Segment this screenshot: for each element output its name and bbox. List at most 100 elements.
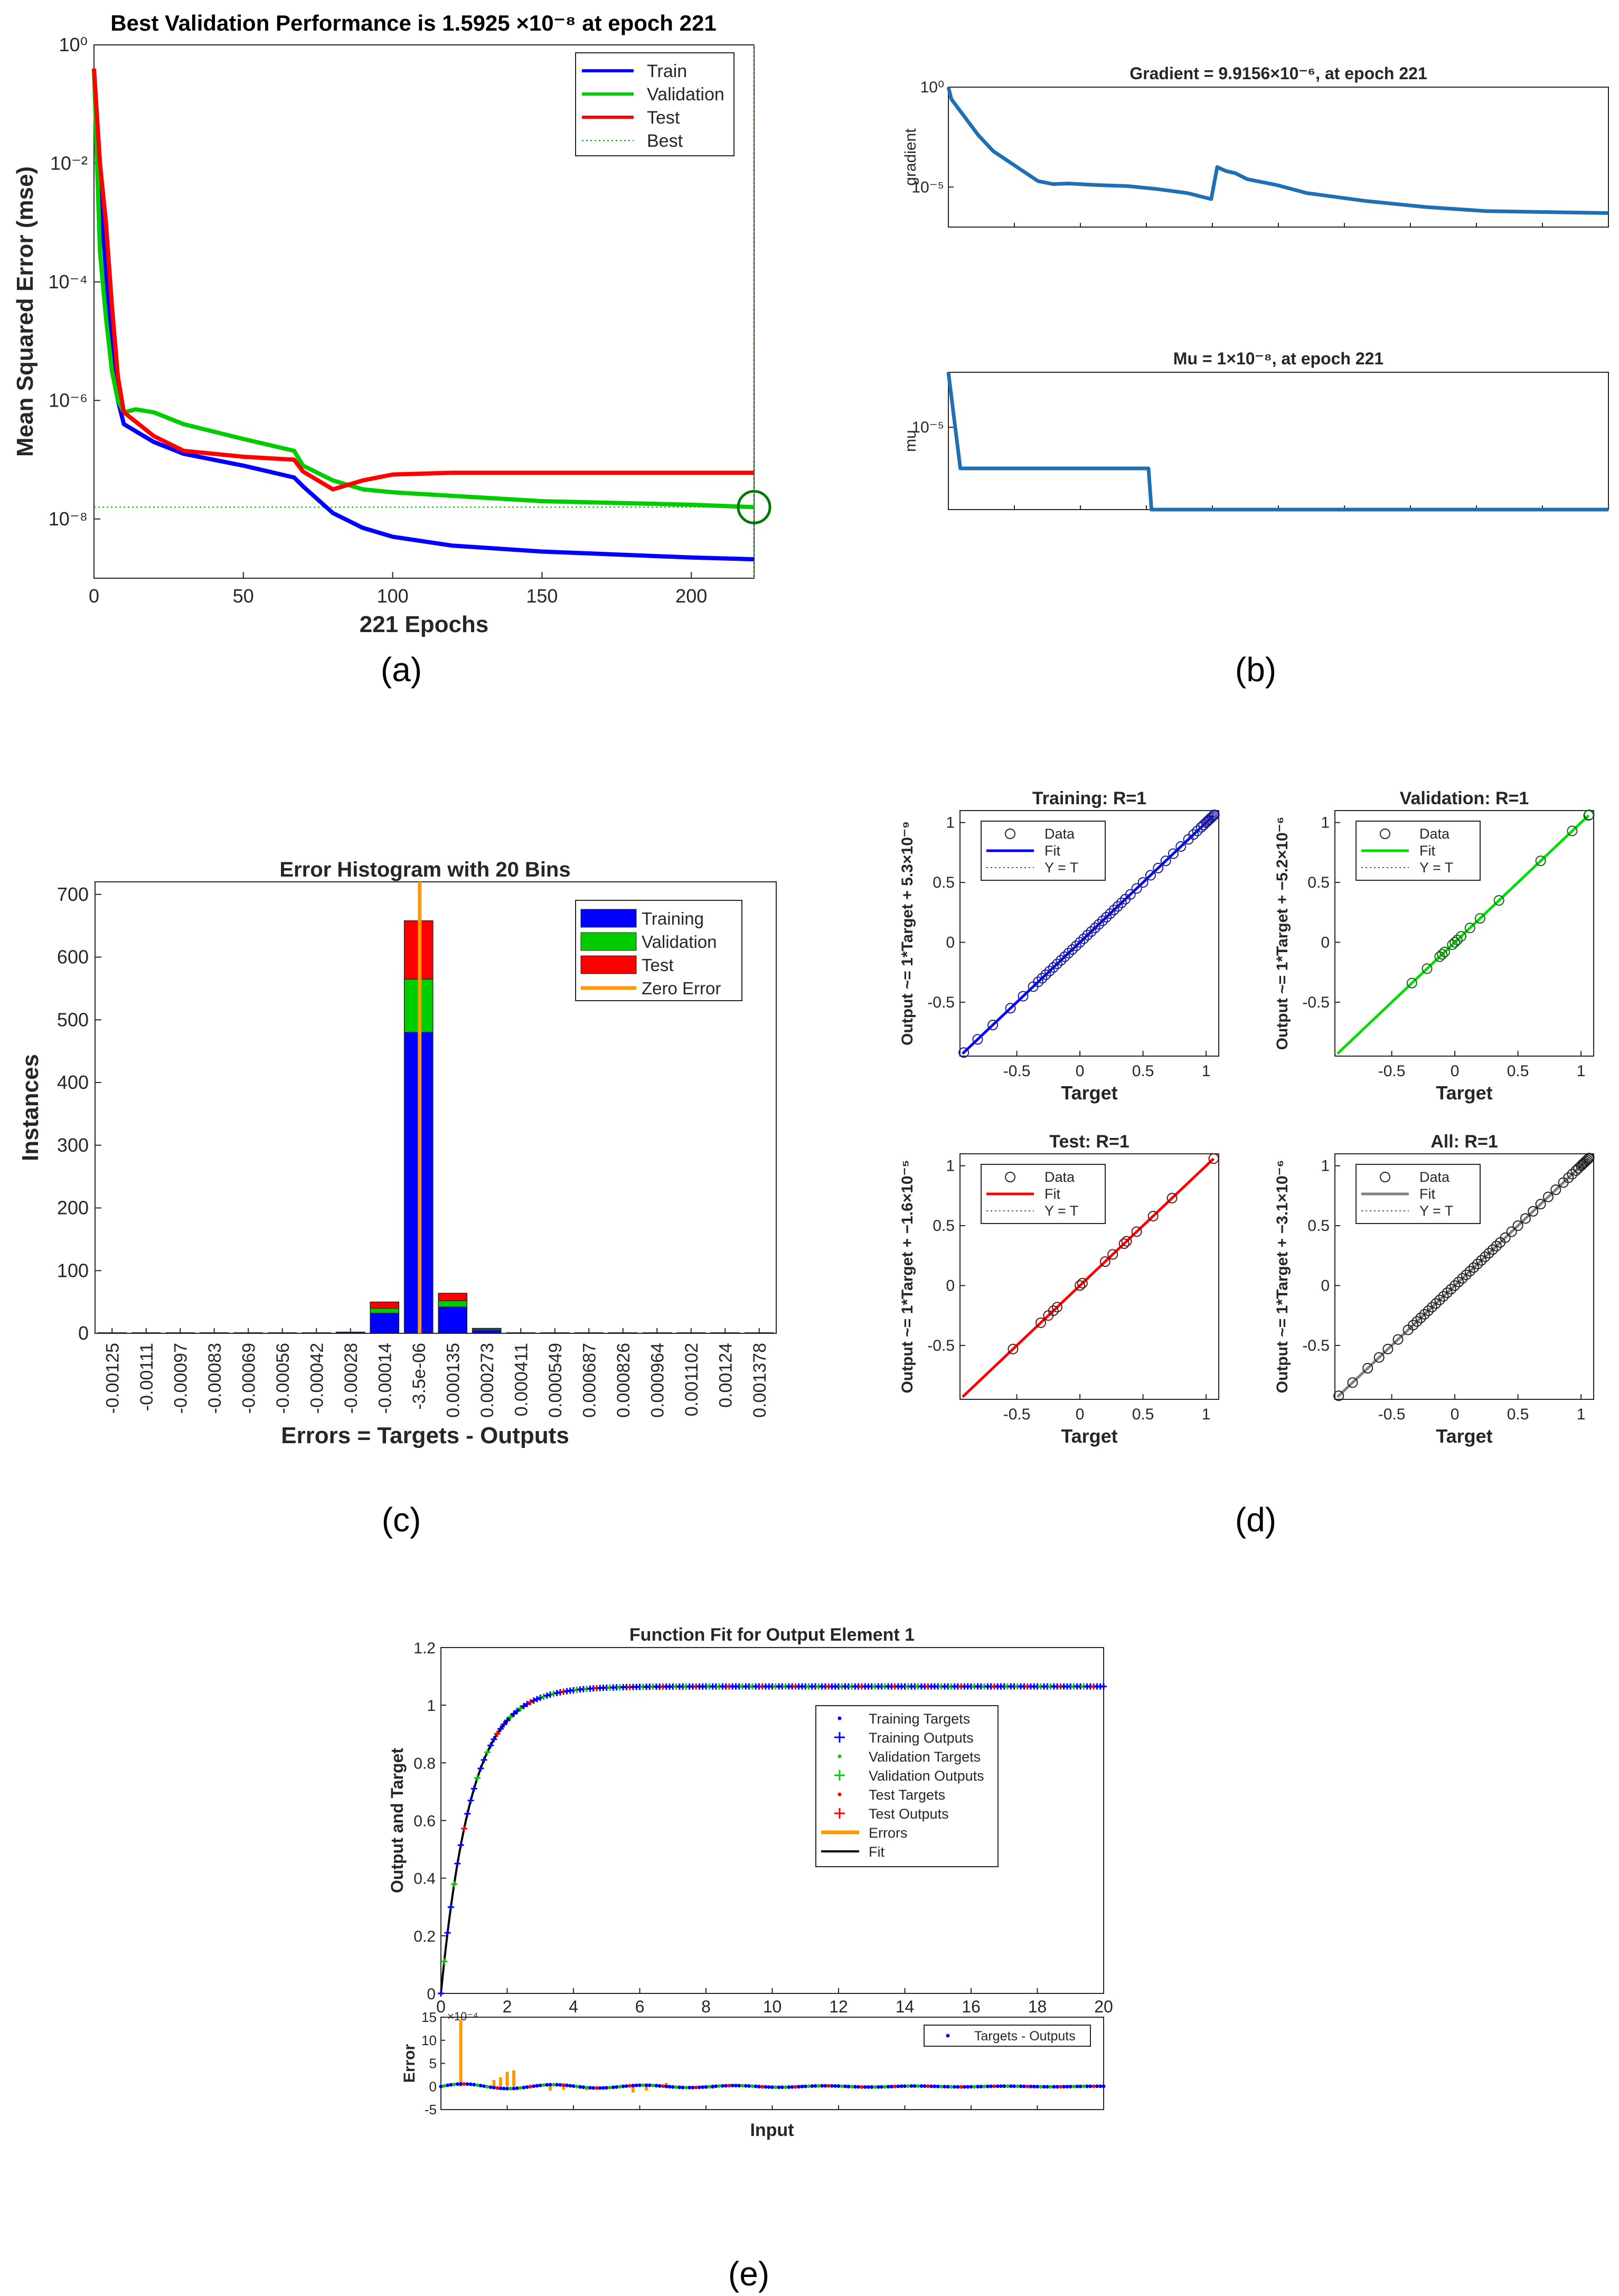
legend-swatch (837, 1754, 842, 1758)
chart-e-error-axes (440, 2017, 1104, 2110)
error-point (737, 2084, 741, 2088)
error-point (585, 2085, 589, 2090)
y-tick-label: 0.4 (413, 1870, 436, 1888)
chart-a-title: Best Validation Performance is 1.5925 ×1… (110, 11, 716, 35)
legend-swatch (946, 2034, 950, 2038)
data-point (1520, 1213, 1531, 1224)
x-tick-label: -0.00097 (171, 1343, 191, 1414)
error-point (601, 2086, 605, 2090)
x-tick-label: 12 (829, 1997, 848, 2016)
error-point (856, 2085, 861, 2089)
panel-ylabel: Output ~= 1*Target + −5.2×10⁻⁶ (1274, 817, 1291, 1050)
fit-line (962, 1158, 1215, 1398)
data-point (1192, 825, 1203, 836)
y-tick-label: 200 (57, 1197, 89, 1219)
y-tick-label: -0.5 (927, 1337, 955, 1354)
data-point (1067, 944, 1078, 955)
y-tick-label: 0.8 (413, 1755, 436, 1772)
error-point (638, 2083, 642, 2087)
data-point (1188, 829, 1199, 840)
data-point (1464, 923, 1475, 934)
data-point (1005, 1003, 1016, 1014)
bar-training (438, 1306, 468, 1334)
data-point (1093, 919, 1104, 930)
error-point (976, 2085, 980, 2089)
error-point (909, 2084, 914, 2088)
data-point (1175, 841, 1187, 852)
y-tick-label: 700 (57, 883, 89, 905)
data-point (1461, 1269, 1472, 1281)
error-point (468, 2082, 473, 2086)
y-tick-label: 5 (429, 2056, 437, 2072)
legend-swatch (837, 1716, 842, 1720)
error-point (555, 2083, 559, 2087)
y-tick-label: 10⁻⁵ (911, 419, 944, 436)
data-point (1437, 949, 1448, 960)
error-point (1068, 2084, 1072, 2088)
x-tick-label: 1 (1202, 1062, 1211, 1080)
error-point (1102, 2084, 1106, 2088)
error-point (995, 2084, 1000, 2088)
data-point (1108, 905, 1119, 916)
bar-training (472, 1330, 502, 1334)
error-point (800, 2084, 804, 2088)
error-point (449, 2083, 453, 2087)
y-tick-label: 0 (427, 1986, 436, 2003)
y-tick-label: 0 (78, 1322, 89, 1344)
y-tick-label: 300 (57, 1134, 89, 1156)
data-point (1125, 889, 1136, 900)
error-point (919, 2084, 924, 2088)
error-point (561, 2083, 566, 2087)
error-point (873, 2085, 877, 2089)
error-point (519, 2086, 523, 2090)
x-tick-label: 0.5 (1507, 1062, 1529, 1080)
error-point (1091, 2084, 1096, 2088)
error-point (677, 2085, 682, 2090)
chart-b1-axes (948, 87, 1609, 228)
data-point (1480, 1251, 1491, 1263)
data-point (1415, 1312, 1426, 1323)
error-point (472, 2083, 476, 2087)
x-tick-label: 200 (675, 585, 707, 607)
y-tick-label: 1 (1321, 1158, 1330, 1175)
series-mu (946, 372, 1608, 512)
error-point (820, 2084, 824, 2088)
error-point (1049, 2085, 1053, 2089)
legend-label: Data (1044, 826, 1075, 842)
legend-label: Data (1419, 826, 1450, 842)
data-point (1075, 1280, 1086, 1291)
data-point (1411, 1316, 1423, 1327)
error-point (452, 2082, 456, 2086)
data-point (1408, 1320, 1419, 1331)
x-tick-label: 18 (1028, 1997, 1047, 2016)
x-tick-label: 10 (763, 1997, 782, 2016)
data-point (1160, 855, 1171, 867)
error-point (664, 2084, 669, 2088)
error-point (674, 2085, 679, 2090)
error-point (946, 2085, 950, 2089)
y-tick-label: 0 (946, 1277, 955, 1295)
error-point (966, 2085, 970, 2089)
error-point (989, 2084, 993, 2088)
error-point (634, 2083, 638, 2087)
error-point (720, 2084, 724, 2088)
data-point (1206, 812, 1217, 823)
chart-e-ylabel: Output and Target (388, 1748, 407, 1893)
y-tick-label: 100 (57, 1259, 89, 1281)
error-point (615, 2085, 619, 2089)
x-tick-label: -0.5 (1003, 1406, 1031, 1423)
panel-ylabel: Output ~= 1*Target + −3.1×10⁻⁶ (1274, 1160, 1291, 1394)
data-point (1419, 1309, 1430, 1320)
data-point (1208, 1153, 1219, 1164)
x-tick-label: 0 (436, 1997, 446, 2016)
error-point (588, 2086, 592, 2090)
error-point (439, 2084, 443, 2088)
error-point (1029, 2084, 1033, 2088)
error-point (810, 2084, 814, 2088)
data-point (1131, 883, 1142, 894)
error-point (899, 2084, 903, 2088)
x-tick-label: 0.5 (1132, 1062, 1154, 1080)
legend-label: Training (642, 909, 704, 928)
data-point (1542, 1191, 1554, 1202)
